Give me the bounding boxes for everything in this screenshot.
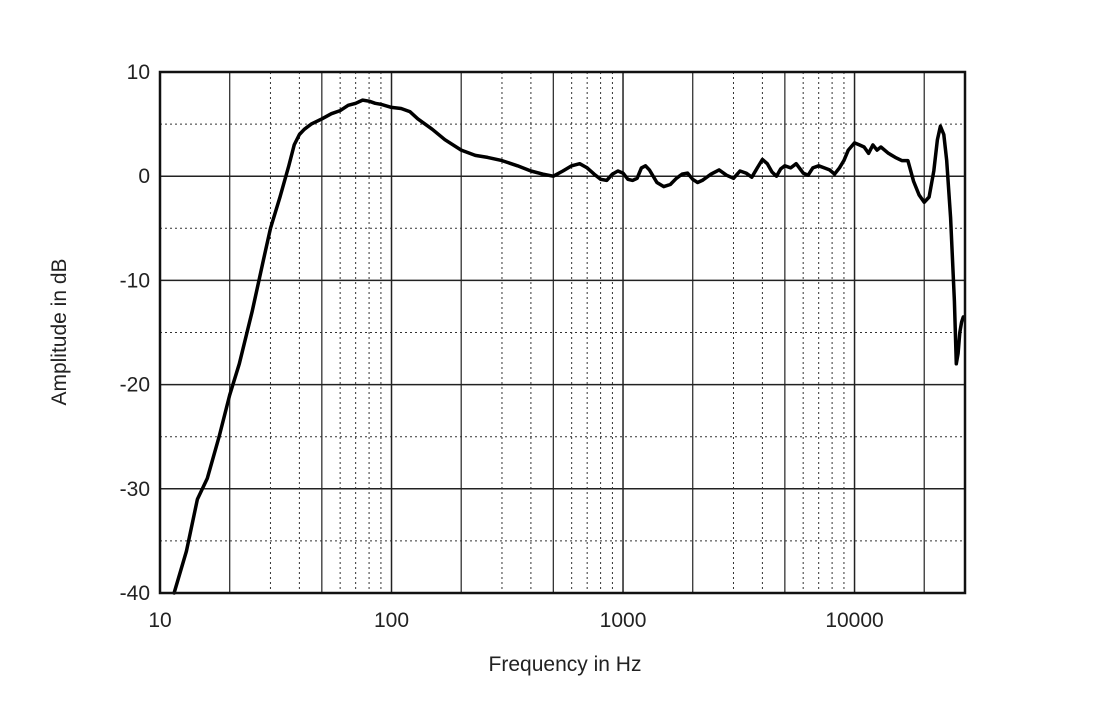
y-tick-label: 0	[138, 165, 150, 188]
major-grid	[160, 72, 965, 593]
x-tick-label: 1000	[600, 609, 647, 632]
y-tick-label: -30	[120, 478, 150, 501]
plot-frame	[158, 70, 967, 595]
x-tick-label: 10	[148, 609, 171, 632]
y-axis-title: Amplitude in dB	[48, 258, 71, 405]
x-axis-title: Frequency in Hz	[489, 653, 642, 676]
series-layer	[172, 98, 966, 595]
minor-grid	[160, 72, 966, 593]
y-tick-label: -40	[120, 582, 150, 605]
x-tick-label: 10000	[825, 609, 883, 632]
y-tick-label: -20	[120, 374, 150, 397]
y-tick-label: -10	[120, 269, 150, 292]
x-tick-label: 100	[374, 609, 409, 632]
y-tick-label: 10	[127, 61, 150, 84]
series-line	[172, 98, 966, 595]
